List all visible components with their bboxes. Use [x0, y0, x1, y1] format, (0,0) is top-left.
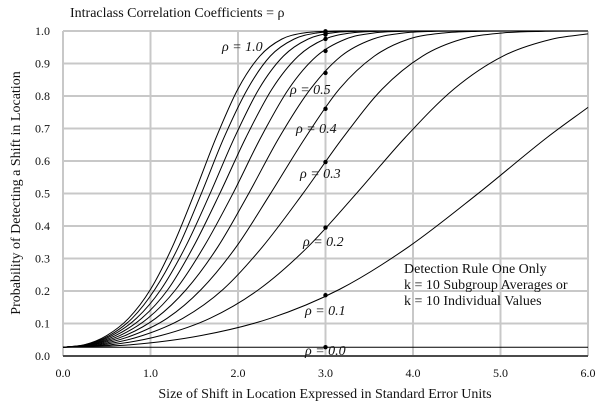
series-line-rho-1.0 [62, 30, 588, 348]
y-tick-label: 0.2 [35, 284, 50, 298]
series-line-rho-0.4 [62, 30, 588, 348]
series-labels: ρ = 0.0 ρ = 0.1 ρ = 0.2 ρ = 0.3 ρ = 0.4 ρ = 0… [221, 40, 346, 359]
annotation-line-3: k = 10 Individual Values [404, 294, 542, 309]
y-tick-label: 0.5 [35, 187, 50, 201]
chart-title: Intraclass Correlation Coefficients = ρ [70, 6, 284, 21]
series-label-rho-0.5: ρ = 0.5 [289, 83, 331, 98]
x-tick-label: 1.0 [143, 366, 158, 380]
x-tick-label: 2.0 [231, 366, 246, 380]
marker-rho-0.3 [323, 159, 328, 165]
marker-rho-0.4 [323, 106, 328, 112]
y-tick-label: 0.7 [35, 122, 50, 136]
y-tick-label: 1.0 [35, 24, 50, 38]
y-tick-label: 0.6 [35, 154, 50, 168]
y-axis-ticks: 0.0 0.1 0.2 0.3 0.4 0.5 0.6 0.7 0.8 0.9 1.0 [35, 24, 50, 363]
y-tick-label: 0.0 [35, 349, 50, 363]
series-label-rho-0.1: ρ = 0.1 [304, 304, 346, 319]
series-label-rho-0.2: ρ = 0.2 [302, 235, 344, 250]
x-tick-label: 6.0 [581, 366, 596, 380]
x-tick-label: 5.0 [493, 366, 508, 380]
y-axis-label: Probability of Detecting a Shift in Loca… [9, 71, 24, 314]
marker-rho-0.7 [323, 36, 328, 42]
x-tick-label: 4.0 [406, 366, 421, 380]
marker-rho-0.0 [323, 345, 328, 350]
y-tick-label: 0.1 [35, 317, 50, 331]
annotation-line-1: Detection Rule One Only [404, 262, 547, 277]
series-label-rho-1.0: ρ = 1.0 [221, 40, 263, 55]
series-line-rho-0.2 [62, 33, 589, 348]
y-tick-label: 0.9 [35, 57, 50, 71]
x-axis-label: Size of Shift in Location Expressed in S… [158, 387, 491, 402]
x-tick-label: 0.0 [56, 366, 71, 380]
annotation-line-2: k = 10 Subgroup Averages or [404, 278, 568, 293]
marker-rho-0.1 [323, 293, 328, 298]
series-line-rho-0.3 [62, 30, 589, 348]
marker-rho-1.0 [323, 29, 328, 34]
series-label-rho-0.0: ρ = 0.0 [304, 344, 346, 359]
series-label-rho-0.4: ρ = 0.4 [295, 122, 337, 137]
series-label-rho-0.3: ρ = 0.3 [299, 167, 341, 182]
marker-rho-0.6 [323, 48, 328, 54]
marker-rho-0.2 [323, 225, 328, 230]
y-tick-label: 0.3 [35, 252, 50, 266]
x-axis-ticks: 0.0 1.0 2.0 3.0 4.0 5.0 6.0 [56, 366, 596, 380]
marker-rho-0.5 [323, 70, 328, 76]
y-tick-label: 0.8 [35, 89, 50, 103]
x-tick-label: 3.0 [318, 366, 333, 380]
series-lines [62, 30, 589, 348]
series-markers [323, 29, 328, 350]
y-tick-label: 0.4 [35, 219, 50, 233]
series-line-rho-0.1 [62, 106, 589, 348]
